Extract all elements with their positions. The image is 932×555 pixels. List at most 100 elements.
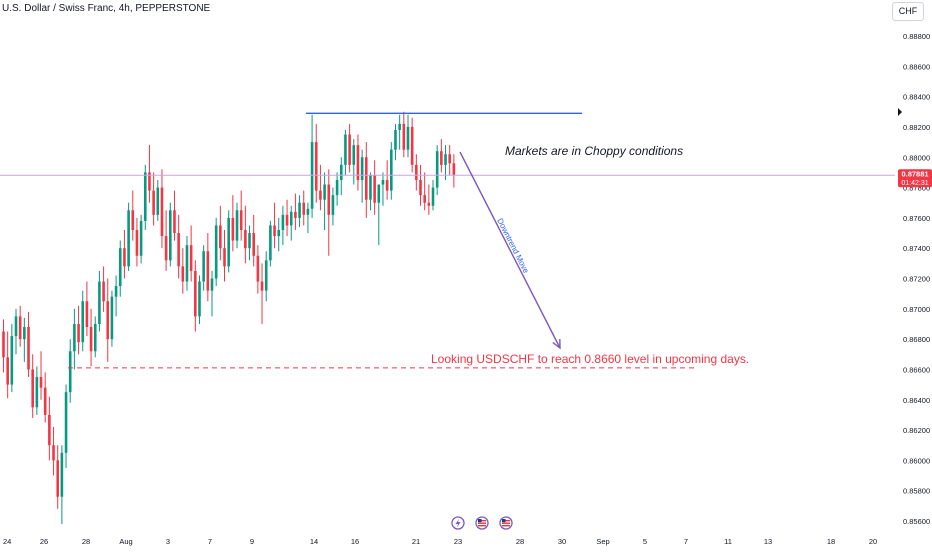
candle-body bbox=[173, 210, 176, 234]
candle-body bbox=[339, 164, 343, 180]
candle-body bbox=[344, 134, 347, 165]
flash-icon[interactable] bbox=[451, 516, 465, 530]
candle-body bbox=[352, 145, 356, 165]
candle-body bbox=[302, 202, 306, 215]
candle-body bbox=[256, 255, 260, 282]
candle-body bbox=[139, 220, 143, 256]
candle-body bbox=[48, 414, 51, 446]
x-tick-label: 16 bbox=[351, 537, 359, 546]
candle-body bbox=[185, 245, 189, 282]
candle-body bbox=[314, 142, 318, 191]
candle-body bbox=[364, 157, 368, 200]
candle-body bbox=[231, 217, 235, 241]
flash-icon-bolt bbox=[455, 519, 461, 528]
flag-stripe bbox=[502, 520, 510, 522]
axes-layer: 0.88800 0.88600 0.88400 0.88200 0.88000 0.878… bbox=[3, 32, 932, 546]
candle-body bbox=[110, 296, 114, 340]
candle-body bbox=[18, 316, 22, 340]
candle-body bbox=[118, 248, 122, 287]
candle-body bbox=[189, 245, 193, 271]
candle-body bbox=[89, 327, 93, 352]
x-tick-label: 9 bbox=[250, 537, 254, 546]
candle-body bbox=[143, 172, 147, 221]
candle-body bbox=[68, 351, 72, 393]
y-tick-label: 0.87800 bbox=[903, 184, 930, 193]
candle-body bbox=[52, 445, 55, 461]
candle-body bbox=[294, 211, 297, 218]
flag-stripe bbox=[502, 522, 510, 524]
candle-body bbox=[298, 202, 301, 218]
y-tick-label: 0.87400 bbox=[903, 244, 930, 253]
candle-body bbox=[23, 327, 26, 340]
candle-body bbox=[373, 175, 376, 203]
candle-body bbox=[227, 217, 230, 267]
candle-body bbox=[10, 336, 14, 385]
candle-body bbox=[406, 126, 410, 150]
us-flag-icon[interactable] bbox=[499, 516, 513, 530]
y-tick-label: 0.86600 bbox=[903, 365, 930, 374]
candle-body bbox=[60, 452, 64, 497]
x-tick-label: 30 bbox=[558, 537, 566, 546]
x-tick-label: 11 bbox=[724, 537, 732, 546]
currency-selector[interactable]: CHF bbox=[892, 2, 924, 21]
y-tick-label: 0.86000 bbox=[903, 456, 930, 465]
flag-stripe bbox=[478, 520, 486, 522]
symbol-title: U.S. Dollar / Swiss Franc, 4h, PEPPERSTO… bbox=[2, 3, 211, 14]
candle-body bbox=[35, 377, 39, 408]
x-tick-label: 14 bbox=[310, 537, 318, 546]
candle-body bbox=[152, 190, 155, 215]
candle-body bbox=[106, 301, 110, 340]
candle-body bbox=[43, 387, 47, 415]
candle-body bbox=[73, 323, 76, 352]
y-tick-label: 0.86200 bbox=[903, 426, 930, 435]
candle-body bbox=[335, 179, 339, 196]
candle-body bbox=[394, 129, 397, 150]
candle-body bbox=[277, 230, 281, 237]
candle-body bbox=[127, 210, 130, 267]
candle-body bbox=[423, 195, 426, 203]
candle-body bbox=[427, 202, 431, 206]
candle-body bbox=[452, 163, 456, 176]
candle-body bbox=[77, 323, 80, 343]
y-tick-label: 0.85800 bbox=[903, 487, 930, 496]
us-flag-icon[interactable] bbox=[475, 516, 489, 530]
candle-body bbox=[377, 184, 381, 203]
candle-body bbox=[319, 190, 322, 200]
flag-stripe bbox=[502, 525, 510, 527]
candle-body bbox=[244, 230, 247, 249]
candle-body bbox=[323, 184, 326, 200]
candle-body bbox=[98, 281, 101, 324]
candle-body bbox=[381, 179, 385, 185]
candle-body bbox=[235, 210, 239, 241]
candle-body bbox=[198, 281, 201, 317]
x-tick-label: Sep bbox=[596, 537, 609, 546]
x-tick-label: 21 bbox=[412, 537, 420, 546]
candle-body bbox=[169, 210, 172, 261]
x-tick-label: 5 bbox=[643, 537, 647, 546]
downtrend-label: Downtrend Move bbox=[495, 217, 531, 275]
x-tick-label: 13 bbox=[764, 537, 772, 546]
candle-body bbox=[281, 214, 285, 230]
candle-body bbox=[273, 225, 276, 237]
candles-layer bbox=[2, 111, 456, 525]
candle-body bbox=[440, 151, 443, 165]
x-tick-label: 20 bbox=[869, 537, 877, 546]
candle-body bbox=[264, 260, 268, 291]
downtrend-arrow[interactable] bbox=[459, 151, 561, 349]
candle-body bbox=[385, 179, 389, 191]
price-tag bbox=[898, 169, 932, 188]
candle-body bbox=[194, 270, 197, 317]
candle-body bbox=[331, 195, 335, 215]
x-tick-label: 26 bbox=[40, 537, 48, 546]
candle-body bbox=[148, 172, 151, 191]
flag-canton bbox=[502, 519, 506, 523]
y-tick-label: 0.86400 bbox=[903, 396, 930, 405]
price-tag-value: 0.87881 bbox=[901, 169, 928, 178]
candle-body bbox=[360, 157, 364, 180]
candle-body bbox=[160, 187, 164, 237]
candle-body bbox=[85, 301, 89, 327]
candle-body bbox=[444, 154, 447, 165]
y-tick-label: 0.87000 bbox=[903, 305, 930, 314]
